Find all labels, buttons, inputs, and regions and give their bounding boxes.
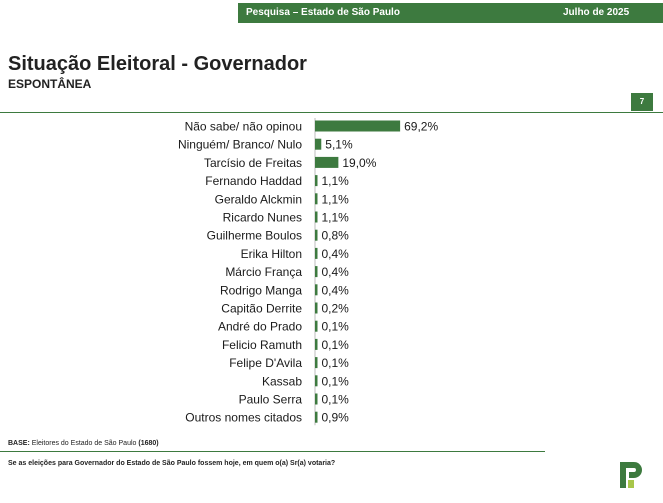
survey-date: Julho de 2025: [563, 7, 630, 18]
page-number: 7: [631, 93, 653, 111]
brand-logo-icon: [620, 462, 642, 488]
page-subtitle: ESPONTÂNEA: [8, 77, 92, 91]
value-label: 0,8%: [322, 229, 350, 243]
bar: [315, 247, 318, 259]
value-label: 1,1%: [322, 211, 350, 225]
category-label: Tarcísio de Freitas: [204, 156, 302, 170]
value-label: 0,2%: [322, 302, 350, 316]
footer-divider: [0, 451, 545, 452]
value-label: 0,1%: [322, 356, 350, 370]
bar: [315, 284, 318, 296]
category-label: Geraldo Alckmin: [215, 192, 302, 206]
bar: [315, 320, 318, 332]
category-label: Kassab: [262, 374, 302, 388]
bar: [315, 338, 318, 350]
value-label: 0,9%: [322, 411, 350, 425]
header-bar: Pesquisa – Estado de São Paulo Julho de …: [238, 3, 663, 23]
category-label: Paulo Serra: [239, 393, 303, 407]
value-label: 5,1%: [325, 138, 353, 152]
category-label: Fernando Haddad: [205, 174, 302, 188]
base-text: Eleitores do Estado de São Paulo: [31, 440, 137, 447]
bar: [315, 393, 318, 405]
bar: [315, 411, 318, 423]
bar: [315, 375, 318, 387]
bar: [315, 211, 318, 223]
bar: [315, 229, 318, 241]
bar: [315, 266, 318, 278]
category-label: Ricardo Nunes: [223, 211, 302, 225]
value-label: 0,4%: [322, 247, 350, 261]
value-label: 0,1%: [322, 320, 350, 334]
base-note: BASE: Eleitores do Estado de São Paulo (…: [8, 440, 159, 447]
category-label: Capitão Derrite: [221, 302, 302, 316]
base-sample: (1680): [138, 440, 159, 447]
page-title: Situação Eleitoral - Governador: [8, 53, 307, 75]
category-label: Erika Hilton: [241, 247, 302, 261]
category-label: Márcio França: [225, 265, 302, 279]
category-label: Guilherme Boulos: [207, 229, 302, 243]
title-divider: [0, 112, 663, 113]
category-label: Rodrigo Manga: [220, 283, 302, 297]
bar: [315, 302, 318, 314]
bar: [315, 120, 401, 132]
value-label: 0,4%: [322, 283, 350, 297]
value-label: 19,0%: [342, 156, 376, 170]
value-label: 1,1%: [322, 192, 350, 206]
bar: [315, 156, 339, 168]
bar: [315, 193, 318, 205]
value-label: 69,2%: [404, 120, 438, 134]
category-label: Felicio Ramuth: [222, 338, 302, 352]
value-label: 1,1%: [322, 174, 350, 188]
category-label: Ninguém/ Branco/ Nulo: [178, 138, 302, 152]
base-label: BASE:: [8, 440, 30, 447]
survey-title: Pesquisa – Estado de São Paulo: [246, 7, 400, 18]
bar: [315, 357, 318, 369]
bar: [315, 175, 318, 187]
value-label: 0,1%: [322, 393, 350, 407]
value-label: 0,4%: [322, 265, 350, 279]
category-label: Não sabe/ não opinou: [185, 120, 302, 134]
survey-question: Se as eleições para Governador do Estado…: [8, 460, 336, 467]
value-label: 0,1%: [322, 338, 350, 352]
category-label: André do Prado: [218, 320, 302, 334]
value-label: 0,1%: [322, 374, 350, 388]
category-label: Felipe D'Avila: [229, 356, 302, 370]
category-label: Outros nomes citados: [185, 411, 302, 425]
bar: [315, 138, 322, 150]
